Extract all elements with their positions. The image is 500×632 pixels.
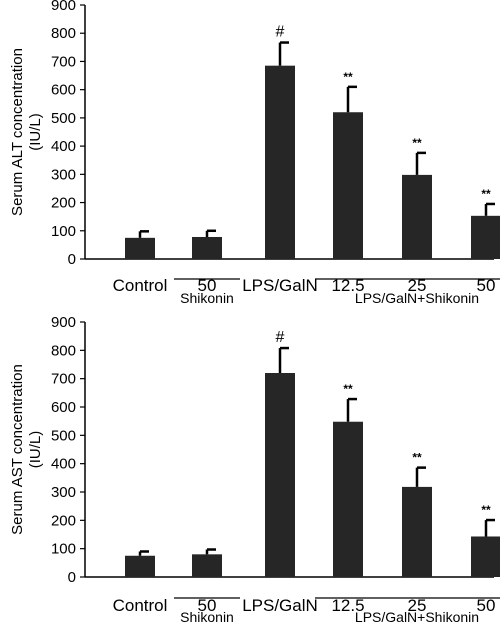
bar <box>265 65 295 259</box>
alt-chart-panel: 0 100 200 300 400 500 600 700 800 900 Serum ALT co… <box>9 0 500 306</box>
y-tick-label: 800 <box>51 342 76 359</box>
y-tick-label: 0 <box>68 569 76 586</box>
category-label: LPS/GalN <box>242 276 318 295</box>
significance-label: ** <box>412 451 422 465</box>
y-tick-label: 700 <box>51 371 76 388</box>
significance-label: ** <box>481 503 491 517</box>
bar <box>402 174 432 259</box>
group-label: LPS/GalN+Shikonin <box>355 290 479 306</box>
y-tick-label: 600 <box>51 399 76 416</box>
y-tick-label: 900 <box>51 314 76 331</box>
y-tick-label: 100 <box>51 541 76 558</box>
category-label: Control <box>113 276 168 295</box>
bar <box>402 486 432 577</box>
ast-chart-panel: 0 100 200 300 400 500 600 700 800 900 Serum AST co… <box>9 314 500 625</box>
y-tick-label: 700 <box>51 53 76 70</box>
y-axis-title: Serum AST concentration <box>9 364 26 535</box>
category-label: LPS/GalN <box>242 596 318 615</box>
y-tick-label: 200 <box>51 195 76 212</box>
significance-label: # <box>276 329 285 346</box>
significance-label: ** <box>481 187 491 201</box>
y-axis-title-unit: (IU/L) <box>27 113 44 151</box>
y-tick-label: 100 <box>51 223 76 240</box>
bar <box>471 536 500 577</box>
significance-label: ** <box>412 136 422 150</box>
y-tick-label: 200 <box>51 512 76 529</box>
bar <box>192 554 222 577</box>
y-axis-title: Serum ALT concentration <box>9 48 26 216</box>
bar <box>333 112 363 259</box>
bar <box>471 215 500 259</box>
y-axis-title-unit: (IU/L) <box>27 431 44 469</box>
bar <box>192 236 222 259</box>
category-label: 50 <box>477 596 496 615</box>
y-tick-label: 500 <box>51 110 76 127</box>
y-tick-label: 900 <box>51 0 76 14</box>
y-tick-label: 0 <box>68 251 76 268</box>
group-label: Shikonin <box>180 290 234 306</box>
category-label: 25 <box>408 596 427 615</box>
bar <box>125 555 155 577</box>
bar <box>333 421 363 577</box>
group-label: Shikonin <box>180 609 234 625</box>
significance-label: # <box>276 24 285 41</box>
significance-label: ** <box>343 382 353 396</box>
y-tick-label: 400 <box>51 138 76 155</box>
category-label: 12.5 <box>331 596 364 615</box>
y-tick-label: 400 <box>51 456 76 473</box>
group-label: LPS/GalN+Shikonin <box>355 609 479 625</box>
y-tick-label: 800 <box>51 25 76 42</box>
category-label: 50 <box>198 276 217 295</box>
y-tick-label: 600 <box>51 82 76 99</box>
y-tick-label: 300 <box>51 166 76 183</box>
bar <box>125 237 155 259</box>
significance-label: ** <box>343 70 353 84</box>
category-label: 50 <box>477 276 496 295</box>
category-label: 12.5 <box>331 276 364 295</box>
y-tick-label: 500 <box>51 427 76 444</box>
category-label: 50 <box>198 596 217 615</box>
category-label: Control <box>113 596 168 615</box>
category-label: 25 <box>408 276 427 295</box>
y-tick-label: 300 <box>51 484 76 501</box>
bar <box>265 373 295 577</box>
